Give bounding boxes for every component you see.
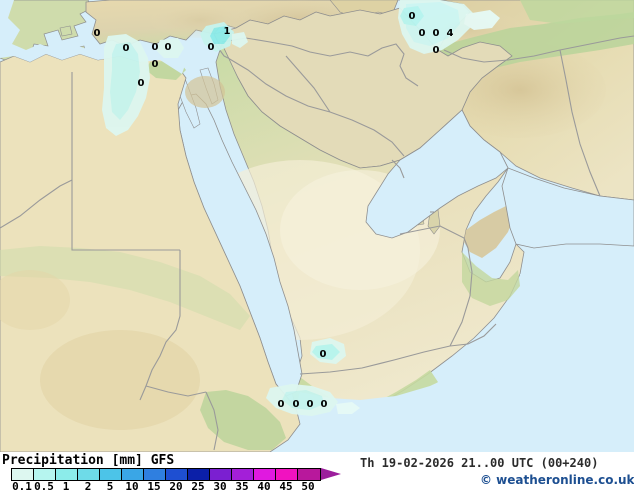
precip-gulf-aden-wisp [336, 402, 360, 414]
color-scale-tick-label: 25 [191, 480, 205, 490]
precip-red-sea-core [282, 390, 324, 410]
precip-levant-core [210, 26, 230, 44]
color-scale-tick-label: 20 [169, 480, 183, 490]
color-scale-segment [100, 469, 122, 480]
green-eastern-sahel [0, 246, 250, 330]
color-scale-arrow [321, 468, 341, 480]
station-value: 0 [278, 399, 285, 410]
precip-cyprus-cell [156, 38, 184, 58]
green-oman-south [462, 252, 520, 306]
color-scale-segment [210, 469, 232, 480]
station-value: 4 [447, 28, 454, 39]
copyright-notice: © weatheronline.co.uk [480, 473, 634, 487]
color-scale-tick-label: 2 [84, 480, 92, 490]
political-borders [0, 35, 634, 451]
station-value: 0 [320, 349, 327, 360]
station-value: 1 [224, 26, 231, 37]
sea-persian-gulf [365, 109, 509, 239]
precip-east-med-edge [232, 32, 248, 48]
forecast-timestamp: Th 19-02-2026 21..00 UTC (00+240) [360, 456, 599, 470]
color-scale-bar [11, 468, 321, 481]
green-oman-mountains [464, 206, 514, 258]
precipitation-map[interactable]: 0 0 0 0 0 0 0 1 0 0 0 4 0 0 0 0 0 0 [0, 0, 634, 452]
sea-arabian [440, 266, 634, 452]
color-scale-segment [12, 469, 34, 480]
station-value: 0 [94, 28, 101, 39]
color-scale-segment [298, 469, 320, 480]
color-scale-tick-label: 0.1 [12, 480, 32, 490]
color-scale-segment [254, 469, 276, 480]
color-scale-tick-label: 5 [106, 480, 114, 490]
color-scale-segment [34, 469, 56, 480]
station-value: 0 [152, 59, 159, 70]
green-northeast [520, 0, 634, 24]
color-scale-tick-label: 40 [257, 480, 271, 490]
station-value: 0 [123, 43, 130, 54]
color-scale-segment [188, 469, 210, 480]
station-value: 0 [138, 78, 145, 89]
color-scale-tick-label: 50 [301, 480, 315, 490]
color-scale-segment [78, 469, 100, 480]
legend-title: Precipitation [mm] GFS [2, 453, 175, 468]
station-value: 0 [165, 42, 172, 53]
land-aegean-islands-1 [59, 25, 73, 37]
sea-gulf-of-oman [501, 167, 634, 249]
station-value: 0 [152, 42, 159, 53]
color-scale-tick-label: 45 [279, 480, 293, 490]
highland-sinai [185, 76, 225, 108]
green-ethiopia [200, 390, 286, 450]
color-scale-tick-label: 15 [147, 480, 161, 490]
color-scale-segment [232, 469, 254, 480]
color-scale-tick-label: 30 [213, 480, 227, 490]
station-value: 0 [433, 45, 440, 56]
station-value: 0 [208, 42, 215, 53]
color-scale-tick-label: 0.5 [34, 480, 54, 490]
color-scale-segment [122, 469, 144, 480]
precip-sw-arabia-core [312, 344, 340, 360]
station-value: 0 [433, 28, 440, 39]
station-value: 0 [409, 11, 416, 22]
legend-panel: Precipitation [mm] GFS 0.1 0.5 1 2 5 10 15 20 25… [0, 452, 634, 490]
highland-tibesti [0, 270, 70, 330]
color-scale-segment [276, 469, 298, 480]
color-scale-segment [56, 469, 78, 480]
sea-gulf-of-aden [294, 372, 470, 430]
precip-caspian-spur [464, 10, 500, 30]
precip-caspian-nw [400, 6, 424, 26]
station-markers: 0 0 0 0 0 0 0 1 0 0 0 4 0 0 0 0 0 0 [94, 11, 454, 410]
color-scale-segment [144, 469, 166, 480]
highland-red-sea-hills [40, 330, 200, 430]
precip-aegean-core [110, 42, 140, 120]
color-scale-tick-label: 35 [235, 480, 249, 490]
color-scale-ticks: 0.1 0.5 1 2 5 10 15 20 25 30 35 40 45 50 [0, 480, 340, 490]
station-value: 0 [321, 399, 328, 410]
station-value: 0 [307, 399, 314, 410]
color-scale-tick-label: 1 [62, 480, 70, 490]
station-value: 0 [293, 399, 300, 410]
color-scale-segment [166, 469, 188, 480]
color-scale-tick-label: 10 [125, 480, 139, 490]
station-value: 0 [419, 28, 426, 39]
precipitation-field [102, 0, 500, 416]
